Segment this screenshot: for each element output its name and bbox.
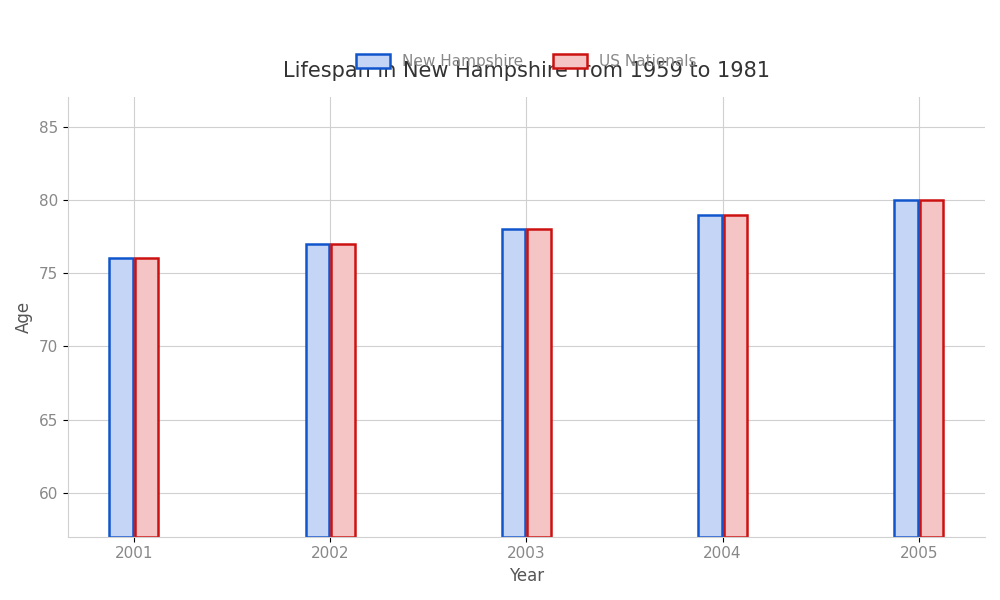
Bar: [698, 215, 722, 537]
Bar: [135, 259, 158, 537]
Bar: [527, 229, 551, 537]
Y-axis label: Age: Age: [15, 301, 33, 333]
Bar: [306, 244, 329, 537]
Bar: [331, 244, 355, 537]
Title: Lifespan in New Hampshire from 1959 to 1981: Lifespan in New Hampshire from 1959 to 1…: [283, 61, 770, 80]
Bar: [502, 229, 525, 537]
Bar: [894, 200, 918, 537]
Bar: [920, 200, 943, 537]
Bar: [724, 215, 747, 537]
X-axis label: Year: Year: [509, 567, 544, 585]
Bar: [109, 259, 133, 537]
Legend: New Hampshire, US Nationals: New Hampshire, US Nationals: [350, 48, 703, 75]
